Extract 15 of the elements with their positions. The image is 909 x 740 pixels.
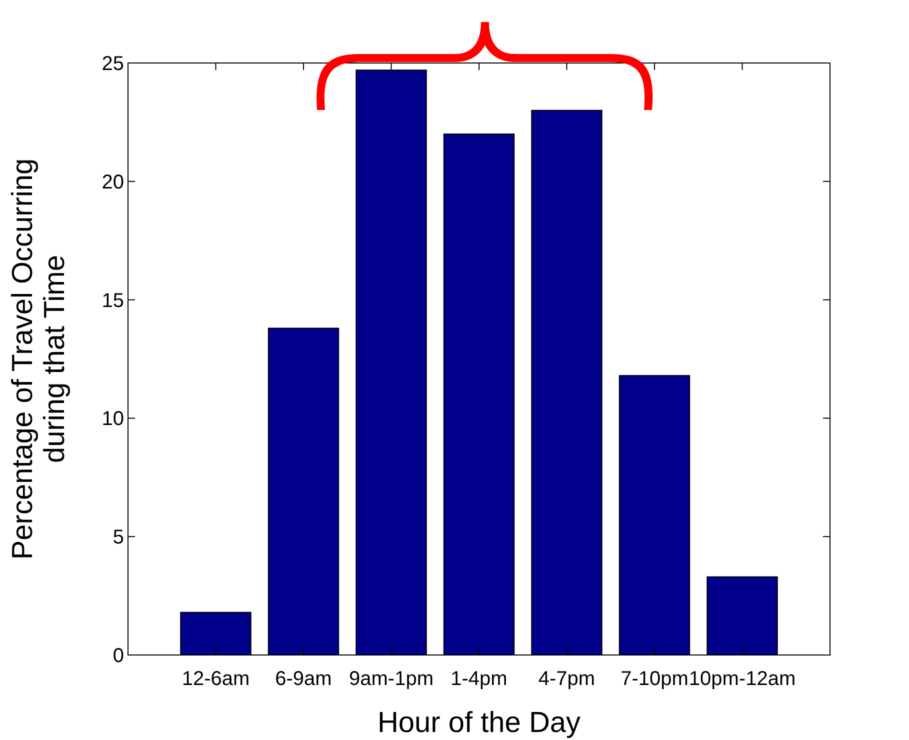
x-tick-label: 7-10pm <box>620 668 688 690</box>
x-tick-label: 4-7pm <box>538 668 596 690</box>
x-tick-label: 6-9am <box>275 668 332 690</box>
x-tick-label: 10pm-12am <box>688 668 796 690</box>
y-tick-label: 25 <box>102 53 124 75</box>
y-axis-title: Percentage of Travel Occurring during that Time <box>7 158 71 560</box>
x-tick-label: 1-4pm <box>450 668 508 690</box>
y-tick-label: 10 <box>102 408 124 430</box>
x-tick-label: 9am-1pm <box>349 668 434 690</box>
y-tick-label: 15 <box>102 290 124 312</box>
x-tick-label: 12-6am <box>182 668 250 690</box>
y-tick-label: 0 <box>112 645 124 667</box>
y-tick-label: 5 <box>112 526 124 549</box>
y-tick-label: 20 <box>102 171 124 194</box>
x-axis-title: Hour of the Day <box>377 707 582 739</box>
